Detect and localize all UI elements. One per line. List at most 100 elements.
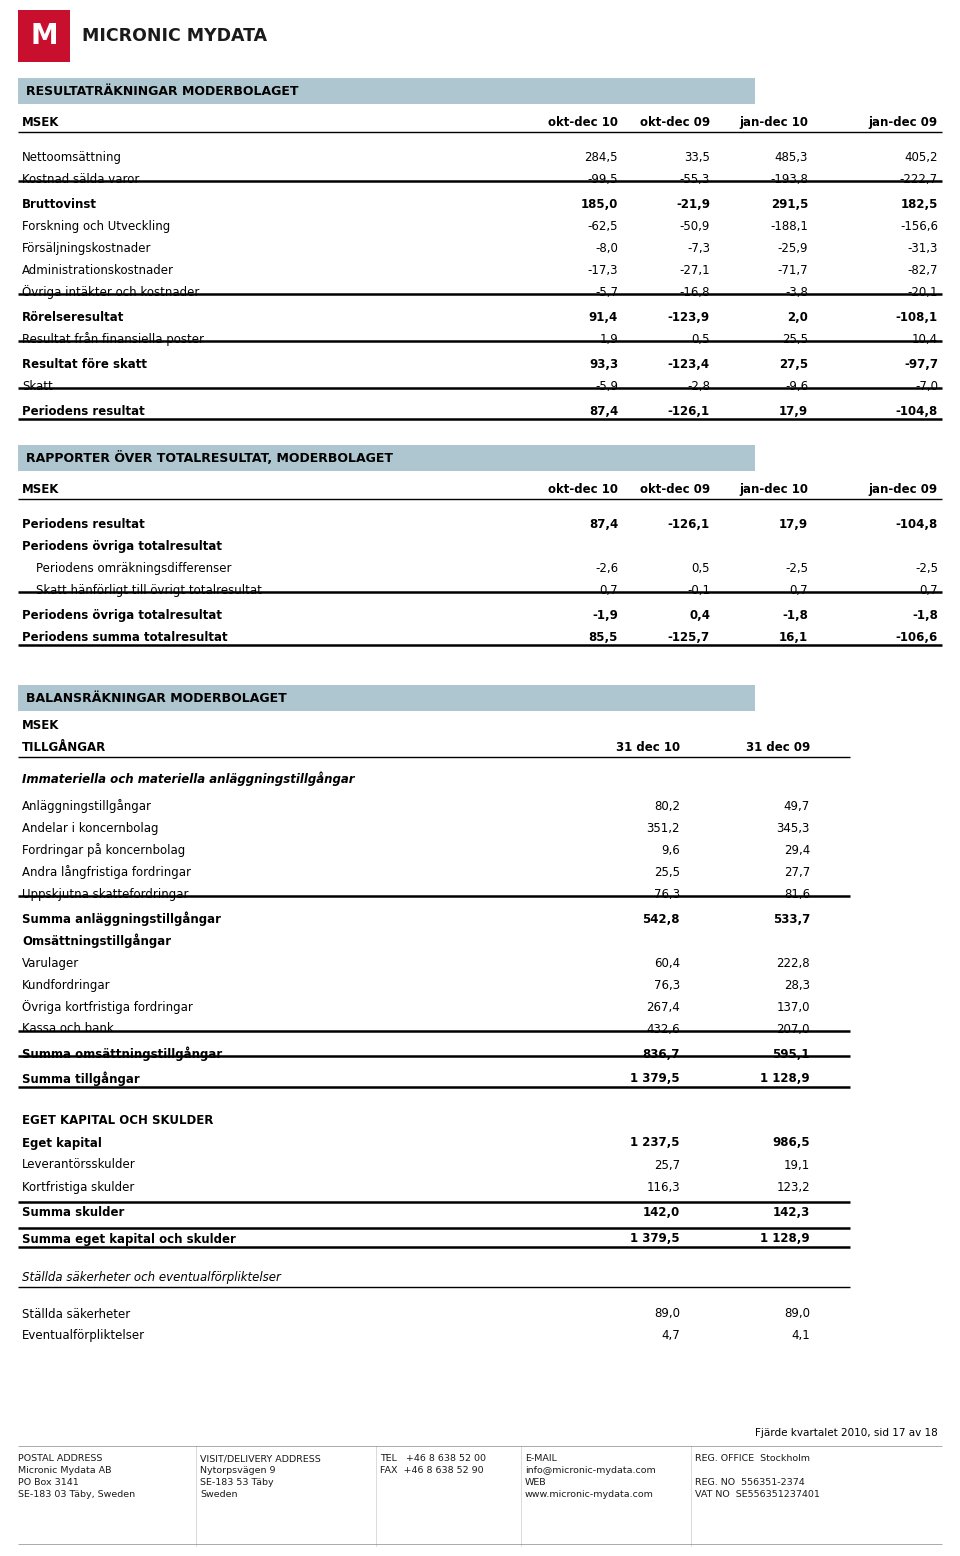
Text: -17,3: -17,3 [588,263,618,277]
Text: 222,8: 222,8 [777,957,810,969]
Text: REG. OFFICE  Stockholm: REG. OFFICE Stockholm [695,1453,810,1463]
Text: 0,7: 0,7 [599,584,618,596]
Text: 27,7: 27,7 [783,865,810,879]
Text: okt-dec 09: okt-dec 09 [640,482,710,495]
Text: Resultat före skatt: Resultat före skatt [22,358,147,370]
Text: SE-183 53 Täby: SE-183 53 Täby [200,1478,274,1488]
Text: 123,2: 123,2 [777,1181,810,1193]
Text: Omsättningstillgångar: Omsättningstillgångar [22,934,171,948]
Text: 542,8: 542,8 [642,912,680,926]
Text: 345,3: 345,3 [777,822,810,834]
Text: Övriga intäkter och kostnader: Övriga intäkter och kostnader [22,285,200,299]
Text: 93,3: 93,3 [588,358,618,370]
Text: 284,5: 284,5 [585,151,618,163]
Text: 4,1: 4,1 [791,1329,810,1343]
Text: MICRONIC MYDATA: MICRONIC MYDATA [82,26,267,45]
Text: BALANSRÄKNINGAR MODERBOLAGET: BALANSRÄKNINGAR MODERBOLAGET [26,691,287,705]
Text: www.micronic-mydata.com: www.micronic-mydata.com [525,1491,654,1498]
Text: 25,7: 25,7 [654,1159,680,1172]
Text: -21,9: -21,9 [676,198,710,210]
Text: Fjärde kvartalet 2010, sid 17 av 18: Fjärde kvartalet 2010, sid 17 av 18 [756,1428,938,1438]
Text: -97,7: -97,7 [904,358,938,370]
Text: 31 dec 10: 31 dec 10 [616,741,680,753]
Text: 49,7: 49,7 [783,800,810,812]
Text: -193,8: -193,8 [770,173,808,185]
Text: Ställda säkerheter: Ställda säkerheter [22,1307,131,1321]
Text: Fordringar på koncernbolag: Fordringar på koncernbolag [22,843,185,857]
Text: Uppskjutna skattefordringar: Uppskjutna skattefordringar [22,887,188,901]
Text: jan-dec 10: jan-dec 10 [739,482,808,495]
Text: -3,8: -3,8 [785,285,808,299]
Text: 291,5: 291,5 [771,198,808,210]
Text: jan-dec 10: jan-dec 10 [739,115,808,129]
Text: 91,4: 91,4 [588,311,618,324]
Text: -50,9: -50,9 [680,219,710,232]
Text: -7,0: -7,0 [915,380,938,392]
Text: Andra långfristiga fordringar: Andra långfristiga fordringar [22,865,191,879]
Text: Periodens övriga totalresultat: Periodens övriga totalresultat [22,608,222,621]
Text: TEL   +46 8 638 52 00: TEL +46 8 638 52 00 [380,1453,486,1463]
Text: Micronic Mydata AB: Micronic Mydata AB [18,1466,111,1475]
Text: -7,3: -7,3 [687,241,710,255]
Text: -2,6: -2,6 [595,562,618,574]
Text: -126,1: -126,1 [668,405,710,417]
Text: -82,7: -82,7 [907,263,938,277]
Text: MSEK: MSEK [22,482,60,495]
Text: Varulager: Varulager [22,957,80,969]
Text: 89,0: 89,0 [654,1307,680,1321]
Text: 76,3: 76,3 [654,887,680,901]
Text: TILLGÅNGAR: TILLGÅNGAR [22,741,107,753]
Text: 405,2: 405,2 [904,151,938,163]
Text: 25,5: 25,5 [654,865,680,879]
Text: okt-dec 09: okt-dec 09 [640,115,710,129]
Text: MSEK: MSEK [22,115,60,129]
Text: WEB: WEB [525,1478,546,1488]
Text: -5,9: -5,9 [595,380,618,392]
Text: Periodens omräkningsdifferenser: Periodens omräkningsdifferenser [36,562,231,574]
Text: -126,1: -126,1 [668,518,710,531]
Text: Periodens resultat: Periodens resultat [22,405,145,417]
Text: 4,7: 4,7 [661,1329,680,1343]
Text: VAT NO  SE556351237401: VAT NO SE556351237401 [695,1491,820,1498]
Text: 33,5: 33,5 [684,151,710,163]
Text: -2,8: -2,8 [687,380,710,392]
Text: 60,4: 60,4 [654,957,680,969]
Text: Summa anläggningstillgångar: Summa anläggningstillgångar [22,912,221,926]
Text: -2,5: -2,5 [915,562,938,574]
Text: 485,3: 485,3 [775,151,808,163]
Text: -71,7: -71,7 [778,263,808,277]
Text: M: M [30,22,58,50]
Text: Eget kapital: Eget kapital [22,1136,102,1150]
Text: Summa omsättningstillgångar: Summa omsättningstillgångar [22,1047,223,1061]
Text: -25,9: -25,9 [778,241,808,255]
Text: 267,4: 267,4 [646,1001,680,1013]
Text: 836,7: 836,7 [642,1047,680,1061]
Text: Övriga kortfristiga fordringar: Övriga kortfristiga fordringar [22,1001,193,1015]
Text: Andelar i koncernbolag: Andelar i koncernbolag [22,822,158,834]
Text: -8,0: -8,0 [595,241,618,255]
Text: jan-dec 09: jan-dec 09 [869,115,938,129]
Text: E-MAIL: E-MAIL [525,1453,557,1463]
Text: -2,5: -2,5 [785,562,808,574]
Text: -104,8: -104,8 [896,518,938,531]
Text: 10,4: 10,4 [912,333,938,345]
Text: 81,6: 81,6 [784,887,810,901]
Text: -20,1: -20,1 [907,285,938,299]
Text: 116,3: 116,3 [646,1181,680,1193]
Bar [18,685,755,711]
Text: 142,3: 142,3 [773,1206,810,1220]
Bar [18,445,755,471]
Text: Ställda säkerheter och eventualförpliktelser: Ställda säkerheter och eventualförplikte… [22,1271,281,1284]
Text: 1 379,5: 1 379,5 [631,1232,680,1245]
Text: 28,3: 28,3 [784,979,810,991]
Text: -9,6: -9,6 [785,380,808,392]
Text: RESULTATRÄKNINGAR MODERBOLAGET: RESULTATRÄKNINGAR MODERBOLAGET [26,84,299,98]
Text: Administrationskostnader: Administrationskostnader [22,263,174,277]
Text: 19,1: 19,1 [783,1159,810,1172]
Text: 31 dec 09: 31 dec 09 [746,741,810,753]
Text: -62,5: -62,5 [588,219,618,232]
Text: MSEK: MSEK [22,719,60,731]
Text: -125,7: -125,7 [668,630,710,644]
Text: 89,0: 89,0 [784,1307,810,1321]
Text: 80,2: 80,2 [654,800,680,812]
